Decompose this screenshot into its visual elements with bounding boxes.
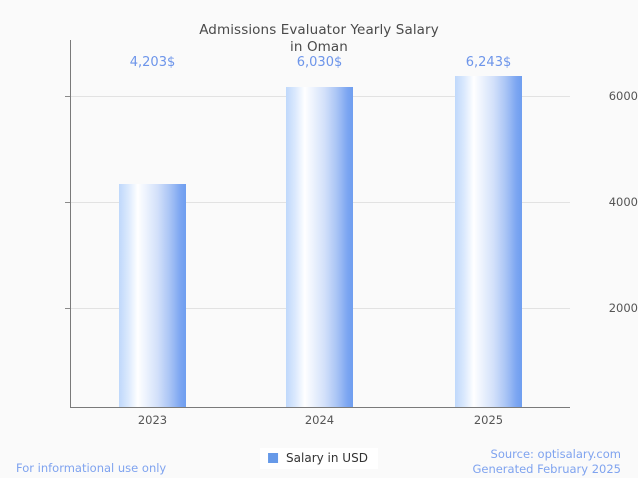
footer-source: Source: optisalary.com: [490, 447, 621, 461]
chart-title-line-1: Admissions Evaluator Yearly Salary: [199, 22, 439, 38]
ytick-label-4000: 4000: [608, 195, 638, 209]
ytick-mark-6000: [65, 96, 71, 97]
bar-label-2025: 6,243$: [465, 55, 512, 70]
chart-legend[interactable]: Salary in USD: [260, 448, 378, 469]
legend-swatch-icon: [268, 453, 279, 463]
bar-2025[interactable]: [455, 76, 522, 407]
footer-attribution: Source: optisalary.com Generated Februar…: [472, 447, 621, 477]
ytick-label-2000: 2000: [608, 301, 638, 315]
bar-label-2023: 4,203$: [129, 55, 176, 70]
ytick-mark-4000: [65, 202, 71, 203]
footer-disclaimer: For informational use only: [16, 461, 167, 475]
xtick-label-2024: 2024: [304, 413, 335, 427]
xtick-label-2023: 2023: [137, 413, 168, 427]
chart-title: Admissions Evaluator Yearly Salary in Om…: [0, 5, 638, 73]
xtick-label-2025: 2025: [473, 413, 504, 427]
bar-2024[interactable]: [286, 87, 353, 407]
legend-label-salary-in-usd: Salary in USD: [286, 451, 368, 465]
ytick-mark-2000: [65, 308, 71, 309]
bar-2023[interactable]: [119, 184, 186, 407]
footer-generated-date: Generated February 2025: [472, 462, 621, 476]
chart-title-line-2: in Oman: [290, 39, 348, 55]
ytick-label-6000: 6000: [608, 89, 638, 103]
bar-label-2024: 6,030$: [296, 55, 343, 70]
y-axis-line: [70, 40, 71, 408]
x-axis-line: [70, 407, 570, 408]
